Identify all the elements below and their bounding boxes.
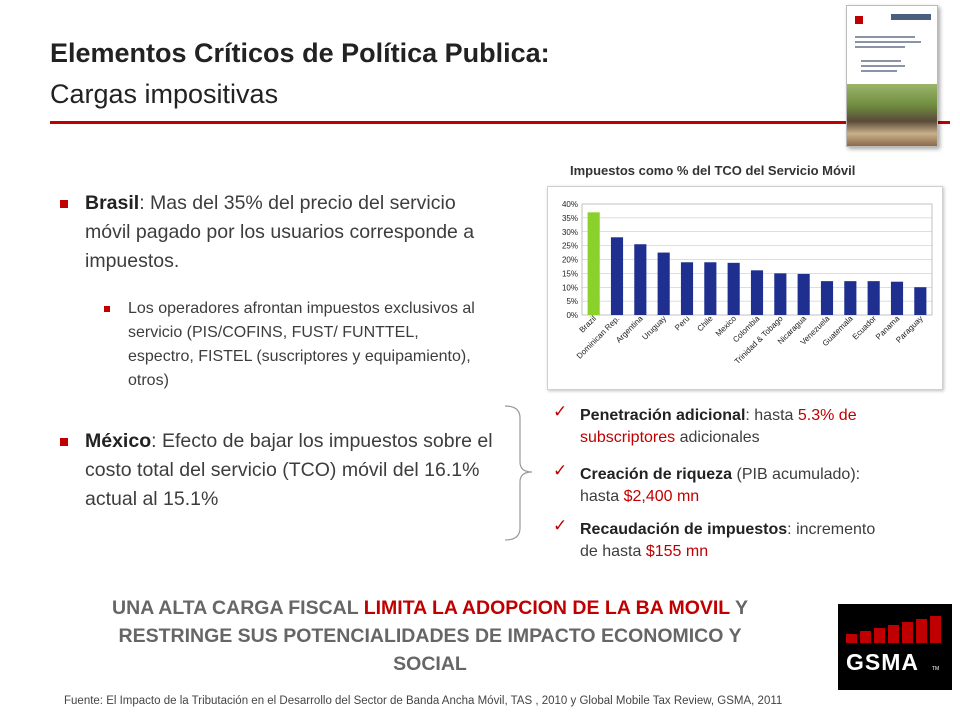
- chart-bar: [704, 262, 717, 315]
- conclusion-statement: UNA ALTA CARGA FISCAL LIMITA LA ADOPCION…: [95, 594, 765, 678]
- chart-bar: [890, 281, 904, 315]
- chart-bar: [914, 287, 927, 315]
- bullet-brasil-text: : Mas del 35% del precio del servicio mó…: [85, 192, 475, 272]
- conclusion-highlight: LIMITA LA ADOPCION DE LA BA MOVIL: [363, 597, 730, 619]
- chart-y-tick-label: 20%: [562, 256, 578, 265]
- chart-y-tick-label: 15%: [562, 269, 578, 278]
- chart-y-tick-label: 25%: [562, 242, 578, 251]
- title-divider: [50, 121, 950, 124]
- chart-bar: [797, 273, 810, 315]
- chart-bar: [774, 273, 787, 315]
- bracket-icon: [504, 405, 533, 541]
- chart-bar: [657, 252, 670, 315]
- check-item-text: : hasta: [745, 407, 798, 424]
- chart-x-tick-label: Uruguay: [640, 314, 668, 342]
- check-item-bold: Penetración adicional: [580, 407, 746, 424]
- check-item-penetracion: Penetración adicional: hasta 5.3% de sub…: [580, 405, 955, 449]
- report-cover-photo: [847, 84, 937, 146]
- bullet-brasil-label: Brasil: [85, 192, 140, 214]
- check-icon: ✓: [553, 461, 568, 480]
- chart-x-tick-label: Peru: [673, 314, 691, 332]
- report-text-line: [855, 46, 905, 48]
- report-text-line: [855, 41, 921, 43]
- slide-subtitle: Cargas impositivas: [50, 79, 279, 109]
- chart-bar: [634, 244, 647, 315]
- chart-bar: [867, 281, 880, 315]
- chart-bar: [750, 270, 764, 315]
- report-text-line: [855, 36, 915, 38]
- chart-bar: [680, 262, 694, 315]
- check-item-text: adicionales: [675, 429, 760, 446]
- bullet-brasil: Brasil: Mas del 35% del precio del servi…: [85, 189, 505, 276]
- slide-title: Elementos Críticos de Política Publica:: [50, 38, 550, 68]
- bullet-mexico-text: : Efecto de bajar los impuestos sobre el…: [85, 430, 493, 510]
- report-text-line: [861, 65, 905, 67]
- check-item-highlight: 5.3% de subscriptores: [580, 407, 857, 446]
- conclusion-text: Y RESTRINGE SUS POTENCIALIDADES DE IMPAC…: [118, 597, 748, 675]
- sub-bullet-operadores: Los operadores afrontan impuestos exclus…: [128, 300, 475, 389]
- tax-chart-svg: 0%5%10%15%20%25%30%35%40%BrazilDominican…: [562, 200, 933, 366]
- report-text-line: [861, 70, 897, 72]
- conclusion-text: UNA ALTA CARGA FISCAL: [112, 597, 364, 619]
- chart-bar: [727, 262, 740, 315]
- check-item-bold: Recaudación de impuestos: [580, 521, 788, 538]
- sub-bullet-square-icon: [104, 306, 110, 312]
- bullet-mexico: México: Efecto de bajar los impuestos so…: [85, 427, 510, 514]
- tax-chart: 0% 5% 10% 15% 20% 25% 30% 35% 40% Brazil Dominican…: [547, 186, 943, 390]
- check-item-highlight: $2,400 mn: [623, 488, 700, 505]
- chart-title: Impuestos como % del TCO del Servicio Mó…: [570, 163, 856, 178]
- report-text-line: [861, 60, 901, 62]
- check-item-riqueza: Creación de riqueza (PIB acumulado): has…: [580, 464, 900, 508]
- gsma-logo-text: GSMA: [846, 649, 919, 675]
- check-item-text: (PIB acumulado): hasta: [580, 466, 861, 505]
- chart-y-tick-label: 35%: [562, 214, 578, 223]
- gsma-logo-graphic: GSMA TM: [846, 616, 941, 675]
- chart-bar: [610, 237, 624, 315]
- chart-y-tick-label: 5%: [566, 297, 578, 306]
- check-item-highlight: $155 mn: [645, 543, 709, 560]
- check-item-recaudacion: Recaudación de impuestos: incremento de …: [580, 519, 880, 563]
- chart-y-tick-label: 30%: [562, 228, 578, 237]
- chart-y-tick-label: 0%: [566, 311, 578, 320]
- bullet-mexico-label: México: [85, 430, 152, 452]
- bullet-square-icon: [60, 200, 68, 208]
- gsma-logo-tm: TM: [932, 666, 939, 672]
- report-cover-thumbnail: [846, 5, 938, 147]
- chart-bar: [844, 281, 857, 315]
- source-footnote: Fuente: El Impacto de la Tributación en …: [64, 695, 783, 707]
- report-logo-mark: [855, 16, 863, 24]
- check-icon: ✓: [553, 516, 568, 535]
- chart-bar: [820, 281, 834, 315]
- report-header-bar: [891, 14, 931, 20]
- chart-bar: [587, 212, 600, 315]
- chart-x-tick-label: Brazil: [578, 314, 599, 335]
- chart-x-tick-label: Ecuador: [851, 314, 879, 342]
- check-item-bold: Creación de riqueza: [580, 466, 733, 483]
- chart-x-tick-label: Chile: [695, 314, 715, 334]
- gsma-logo: GSMA TM: [838, 604, 952, 690]
- bullet-square-icon: [60, 438, 68, 446]
- check-icon: ✓: [553, 402, 568, 421]
- chart-y-tick-label: 40%: [562, 200, 578, 209]
- chart-y-tick-label: 10%: [562, 283, 578, 292]
- check-item-text: : incremento de hasta: [580, 521, 876, 560]
